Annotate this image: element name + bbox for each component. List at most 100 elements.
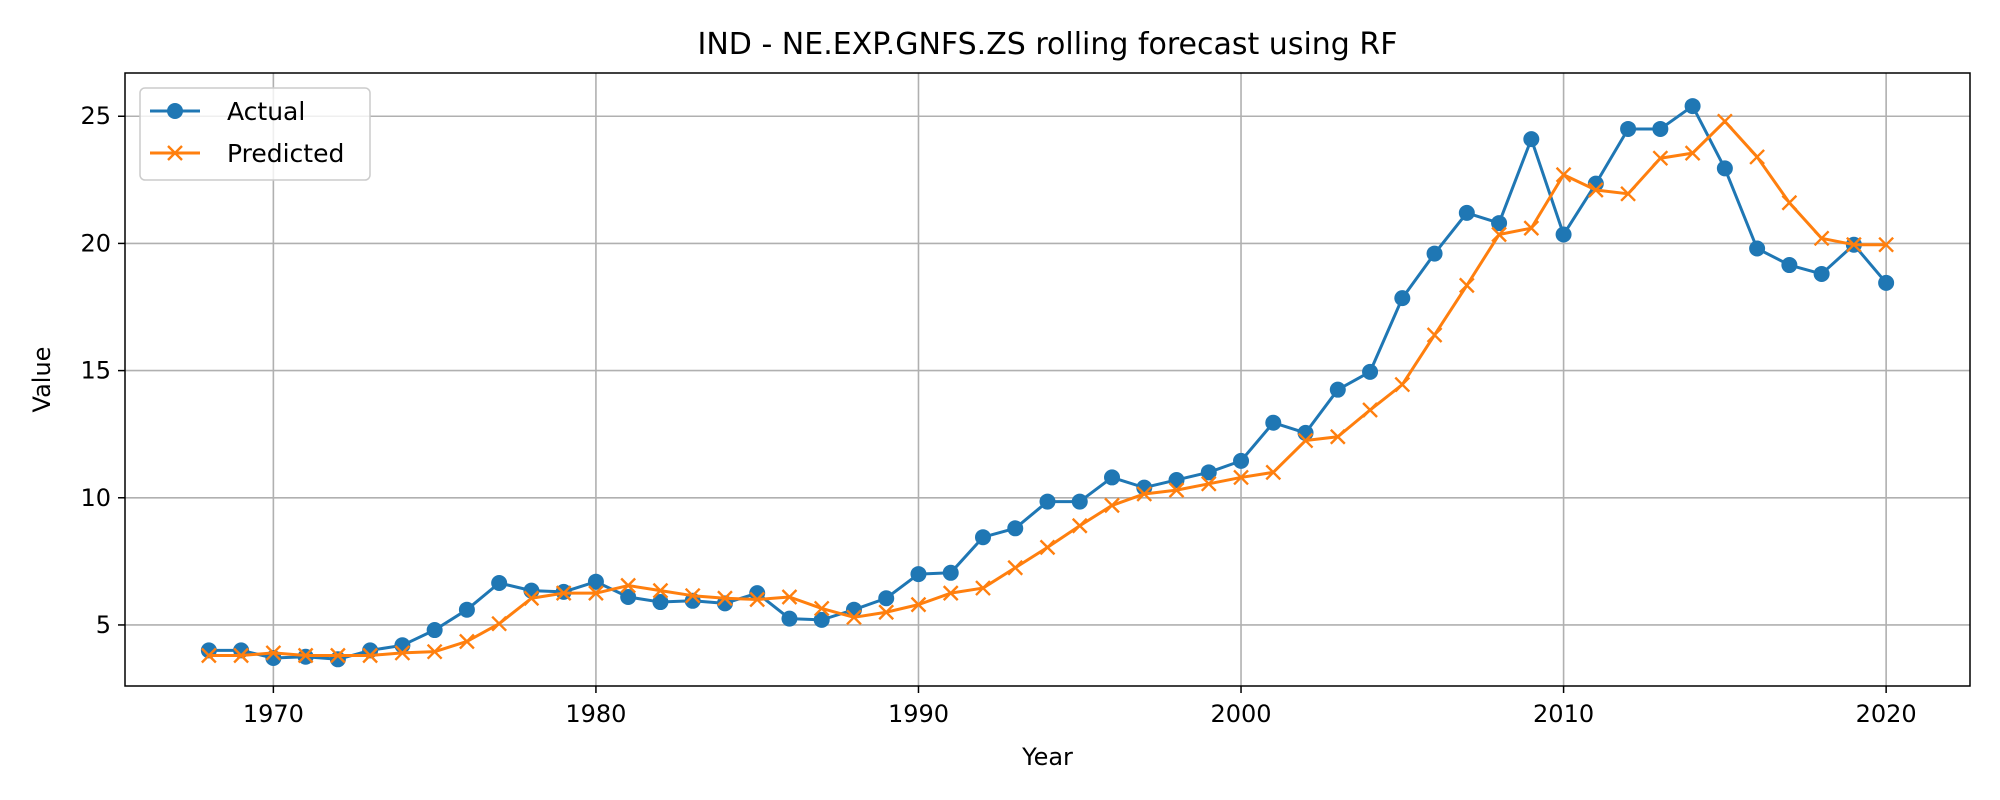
data-point-predicted	[265, 645, 282, 661]
legend-item-actual: Actual	[150, 97, 305, 126]
data-point-actual	[491, 574, 508, 591]
legend-marker-actual	[167, 103, 183, 119]
data-point-actual	[910, 566, 927, 583]
data-point-actual	[1523, 131, 1540, 148]
data-point-predicted	[297, 647, 314, 664]
data-point-predicted	[652, 582, 669, 599]
y-tick-label: 5	[96, 611, 111, 639]
x-tick-label: 1990	[888, 700, 949, 728]
data-point-actual	[1652, 120, 1669, 137]
data-point-actual	[1620, 120, 1637, 137]
data-point-predicted	[1265, 464, 1282, 481]
data-point-predicted	[684, 587, 701, 604]
data-point-predicted	[1523, 220, 1540, 237]
chart-title: IND - NE.EXP.GNFS.ZS rolling forecast us…	[698, 27, 1398, 62]
data-point-predicted	[1620, 185, 1636, 202]
data-point-predicted	[233, 647, 249, 664]
data-point-predicted	[1007, 559, 1024, 576]
data-point-predicted	[749, 591, 766, 608]
data-point-predicted	[620, 577, 637, 594]
data-point-actual	[394, 637, 411, 654]
grid-layer	[125, 73, 1970, 686]
y-tick-label: 15	[80, 357, 111, 385]
data-point-predicted	[330, 647, 346, 664]
series-predicted	[201, 113, 1894, 664]
x-tick-label: 1980	[565, 700, 626, 728]
series-layer	[200, 98, 1895, 668]
data-point-predicted	[1878, 236, 1894, 253]
data-point-actual	[1426, 245, 1443, 262]
data-point-predicted	[1781, 194, 1798, 211]
x-tick-label: 2020	[1856, 700, 1917, 728]
x-tick-label: 1970	[243, 700, 304, 728]
data-point-actual	[1716, 160, 1733, 177]
data-point-actual	[974, 529, 991, 546]
data-point-actual	[652, 594, 669, 611]
data-point-predicted	[1813, 230, 1830, 247]
data-point-actual	[1265, 414, 1282, 431]
data-point-predicted	[523, 590, 540, 607]
data-point-predicted	[813, 600, 830, 617]
data-point-actual	[458, 601, 475, 618]
data-point-actual	[1458, 204, 1475, 221]
y-axis-label: Value	[28, 347, 56, 413]
data-point-actual	[878, 590, 895, 607]
data-point-predicted	[1652, 150, 1669, 167]
data-point-actual	[1781, 257, 1798, 274]
data-point-predicted	[426, 643, 443, 660]
data-point-predicted	[1039, 539, 1056, 556]
legend-marker-predicted	[167, 145, 183, 161]
data-point-actual	[781, 610, 798, 627]
data-point-predicted	[1200, 475, 1217, 492]
data-point-actual	[1684, 98, 1701, 115]
data-point-predicted	[1362, 402, 1378, 418]
data-point-actual	[1233, 452, 1250, 469]
legend-label-actual: Actual	[227, 97, 305, 126]
data-point-actual	[1007, 520, 1024, 537]
data-point-predicted	[1104, 497, 1120, 514]
data-point-actual	[587, 573, 604, 590]
data-point-predicted	[1297, 432, 1314, 449]
data-point-predicted	[1555, 166, 1572, 183]
legend-item-predicted: Predicted	[150, 139, 344, 168]
tick-layer: 1970 1980 1990 2000 2010 2020 5 10 15 20 25	[80, 102, 1916, 728]
data-point-predicted	[201, 647, 217, 664]
data-point-predicted	[1684, 145, 1701, 161]
data-point-predicted	[942, 585, 959, 602]
data-point-predicted	[394, 645, 411, 661]
x-tick-label: 2000	[1210, 700, 1271, 728]
data-point-actual	[942, 564, 959, 581]
data-point-actual	[813, 611, 830, 628]
data-point-predicted	[588, 585, 604, 602]
data-point-actual	[1200, 464, 1217, 481]
data-point-actual	[1555, 226, 1572, 243]
data-point-actual	[426, 622, 443, 639]
data-point-predicted	[1071, 517, 1088, 534]
data-point-predicted	[1136, 486, 1153, 502]
data-point-predicted	[1458, 277, 1475, 294]
legend-label-predicted: Predicted	[227, 139, 344, 168]
data-point-actual	[1104, 469, 1121, 486]
data-point-predicted	[555, 585, 572, 602]
series-actual	[200, 98, 1895, 668]
x-axis-label: Year	[1021, 743, 1073, 771]
data-point-predicted	[362, 647, 378, 664]
data-point-actual	[1168, 471, 1185, 488]
data-point-predicted	[1749, 149, 1765, 165]
data-point-actual	[1749, 240, 1766, 257]
data-point-actual	[1329, 381, 1346, 398]
data-point-actual	[1039, 493, 1056, 510]
data-point-predicted	[975, 580, 991, 596]
data-point-actual	[1362, 363, 1379, 380]
data-point-actual	[1878, 274, 1895, 291]
data-point-actual	[1394, 290, 1411, 307]
data-point-predicted	[717, 590, 733, 607]
data-point-predicted	[1587, 182, 1604, 198]
data-point-predicted	[846, 609, 862, 626]
data-point-predicted	[1329, 428, 1346, 445]
data-point-actual	[1071, 493, 1088, 510]
data-point-actual	[329, 651, 346, 668]
data-point-predicted	[491, 615, 508, 632]
data-point-predicted	[1717, 113, 1733, 130]
